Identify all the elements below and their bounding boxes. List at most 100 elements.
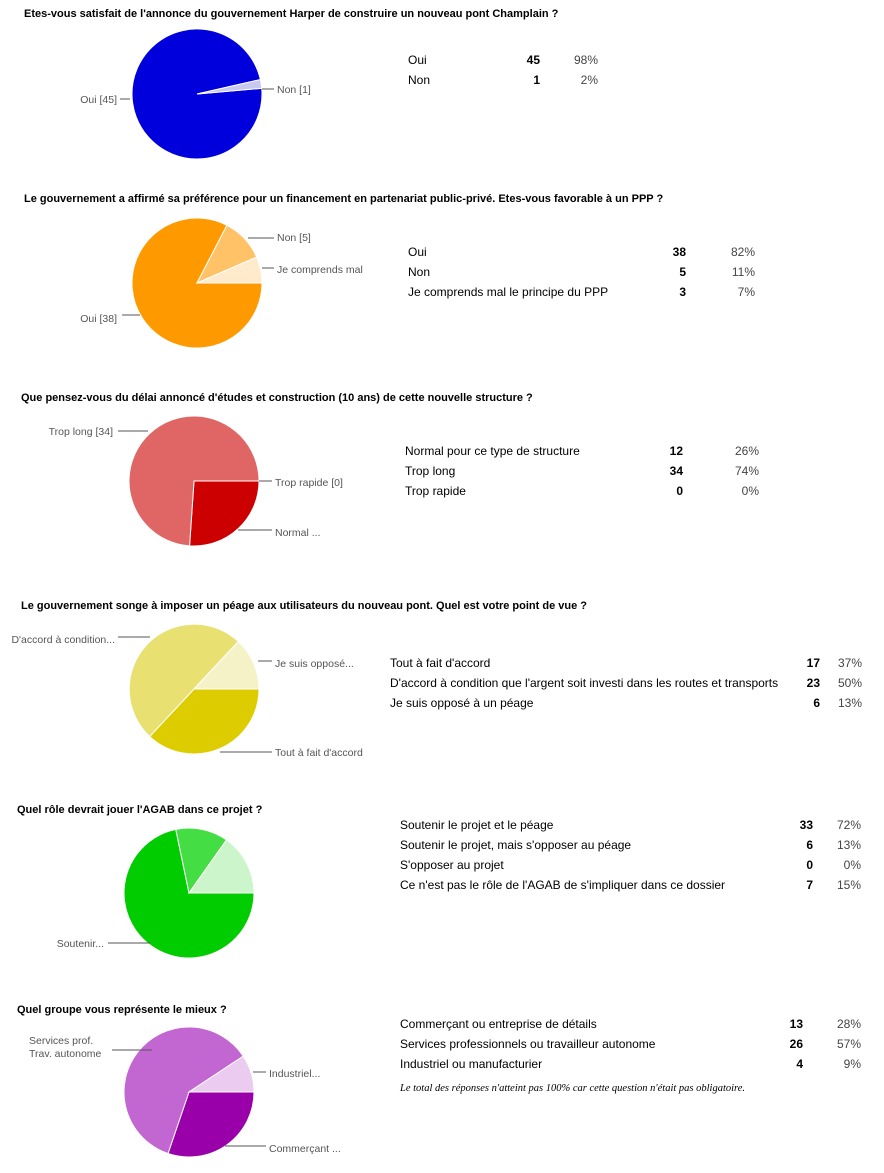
- answer-percent: 15%: [836, 878, 861, 892]
- answer-percent: 72%: [836, 818, 861, 832]
- results-table: Commerçant ou entreprise de détails 13 2…: [400, 1014, 861, 1074]
- answer-percent: 9%: [843, 1057, 861, 1071]
- answer-percent: 13%: [836, 838, 861, 852]
- answer-count: 0: [676, 484, 683, 498]
- answer-count: 23: [806, 676, 820, 690]
- answer-percent: 13%: [837, 696, 862, 710]
- pie-slice: [196, 256, 263, 284]
- pie-slice-label: Soutenir...: [57, 938, 104, 950]
- pie-slice-label: Non [1]: [277, 84, 311, 96]
- answer-percent: 0%: [741, 484, 759, 498]
- question-title: Que pensez-vous du délai annoncé d'étude…: [21, 392, 533, 404]
- answer-label: Industriel ou manufacturier: [400, 1057, 543, 1071]
- answer-percent: 0%: [843, 858, 861, 872]
- answer-percent: 28%: [836, 1017, 861, 1031]
- table-row: Commerçant ou entreprise de détails 13 2…: [400, 1014, 861, 1034]
- pie-slice-label: Commerçant ...: [269, 1143, 341, 1155]
- answer-count: 45: [526, 53, 540, 67]
- results-table: Tout à fait d'accord 17 37% D'accord à c…: [390, 653, 862, 713]
- answer-percent: 2%: [580, 73, 598, 87]
- pie-slice-label: Trop rapide [0]: [275, 477, 343, 489]
- table-row: Services professionnels ou travailleur a…: [400, 1034, 861, 1054]
- pie-slice: [192, 640, 260, 690]
- answer-count: 3: [679, 285, 686, 299]
- answer-label: Trop long: [405, 464, 456, 478]
- answer-count: 13: [789, 1017, 803, 1031]
- answer-count: 33: [799, 818, 813, 832]
- answer-label: Ce n'est pas le rôle de l'AGAB de s'impl…: [400, 878, 726, 892]
- answer-label: Oui: [408, 53, 427, 67]
- question-title: Le gouvernement a affirmé sa préférence …: [24, 193, 664, 205]
- answer-count: 34: [669, 464, 683, 478]
- answer-label: Tout à fait d'accord: [390, 656, 491, 670]
- answer-label: Soutenir le projet, mais s'opposer au pé…: [400, 838, 632, 852]
- table-row: Soutenir le projet, mais s'opposer au pé…: [400, 835, 861, 855]
- answer-percent: 98%: [573, 53, 598, 67]
- pie-slice: [148, 688, 260, 755]
- answer-count: 1: [533, 73, 540, 87]
- answer-count: 6: [813, 696, 820, 710]
- answer-count: 12: [669, 444, 683, 458]
- answer-count: 4: [796, 1057, 803, 1071]
- answer-count: 17: [806, 656, 820, 670]
- table-row: Soutenir le projet et le péage 33 72%: [400, 815, 861, 835]
- table-row: S'opposer au projet 0 0%: [400, 855, 861, 875]
- answer-count: 0: [806, 858, 813, 872]
- table-row: Normal pour ce type de structure 12 26%: [405, 441, 759, 461]
- pie-slice: [128, 415, 260, 547]
- pie-slice-label: Trav. autonome: [29, 1048, 102, 1060]
- pie-slice-label: Je suis opposé...: [275, 658, 354, 670]
- answer-percent: 82%: [730, 245, 755, 259]
- answer-label: S'opposer au projet: [400, 858, 504, 872]
- answer-count: 7: [806, 878, 813, 892]
- footnote: Le total des réponses n'atteint pas 100%…: [400, 1083, 746, 1094]
- pie-slice-label: Je comprends mal: [277, 264, 363, 276]
- table-row: D'accord à condition que l'argent soit i…: [390, 673, 862, 693]
- table-row: Industriel ou manufacturier 4 9%: [400, 1054, 861, 1074]
- results-table: Oui 45 98% Non 1 2%: [408, 50, 598, 90]
- pie-slice-label: Non [5]: [277, 232, 311, 244]
- answer-label: Non: [408, 73, 431, 87]
- question-title: Etes-vous satisfait de l'annonce du gouv…: [24, 8, 559, 20]
- pie-slice: [189, 480, 260, 547]
- table-row: Non 1 2%: [408, 70, 598, 90]
- pie-slice-label: Normal ...: [275, 527, 321, 539]
- question-title: Le gouvernement songe à imposer un péage…: [21, 600, 587, 612]
- pie-slice: [167, 1091, 255, 1158]
- answer-percent: 26%: [734, 444, 759, 458]
- answer-count: 38: [672, 245, 686, 259]
- answer-count: 5: [679, 265, 686, 279]
- answer-label: Oui: [408, 245, 427, 259]
- answer-count: 6: [806, 838, 813, 852]
- answer-label: D'accord à condition que l'argent soit i…: [390, 676, 779, 690]
- answer-label: Services professionnels ou travailleur a…: [400, 1037, 656, 1051]
- table-row: Ce n'est pas le rôle de l'AGAB de s'impl…: [400, 875, 861, 895]
- pie-slice-label: Services prof.: [29, 1035, 93, 1047]
- table-row: Je comprends mal le principe du PPP 3 7%: [408, 282, 755, 302]
- pie-slice: [187, 1055, 255, 1093]
- table-row: Trop rapide 0 0%: [405, 481, 759, 501]
- pie-slice-label: Oui [45]: [80, 94, 117, 106]
- question-title: Quel rôle devrait jouer l'AGAB dans ce p…: [17, 804, 263, 816]
- table-row: Oui 45 98%: [408, 50, 598, 70]
- table-row: Non 5 11%: [408, 262, 755, 282]
- pie-slice: [128, 623, 240, 738]
- table-row: Trop long 34 74%: [405, 461, 759, 481]
- table-row: Je suis opposé à un péage 6 13%: [390, 693, 862, 713]
- answer-label: Soutenir le projet et le péage: [400, 818, 554, 832]
- answer-label: Non: [408, 265, 431, 279]
- pie-slice: [123, 1026, 244, 1155]
- table-row: Tout à fait d'accord 17 37%: [390, 653, 862, 673]
- answer-percent: 37%: [837, 656, 862, 670]
- question-title: Quel groupe vous représente le mieux ?: [17, 1004, 227, 1016]
- pie-slice-label: Industriel...: [269, 1068, 320, 1080]
- results-table: Soutenir le projet et le péage 33 72% So…: [400, 815, 861, 895]
- table-row: Oui 38 82%: [408, 242, 755, 262]
- pie-slice-label: Tout à fait d'accord: [275, 747, 363, 759]
- answer-percent: 7%: [737, 285, 755, 299]
- answer-label: Trop rapide: [405, 484, 466, 498]
- pie-slice-label: Oui [38]: [80, 313, 117, 325]
- pie-slice-label: Trop long [34]: [49, 426, 113, 438]
- answer-label: Je suis opposé à un péage: [390, 696, 534, 710]
